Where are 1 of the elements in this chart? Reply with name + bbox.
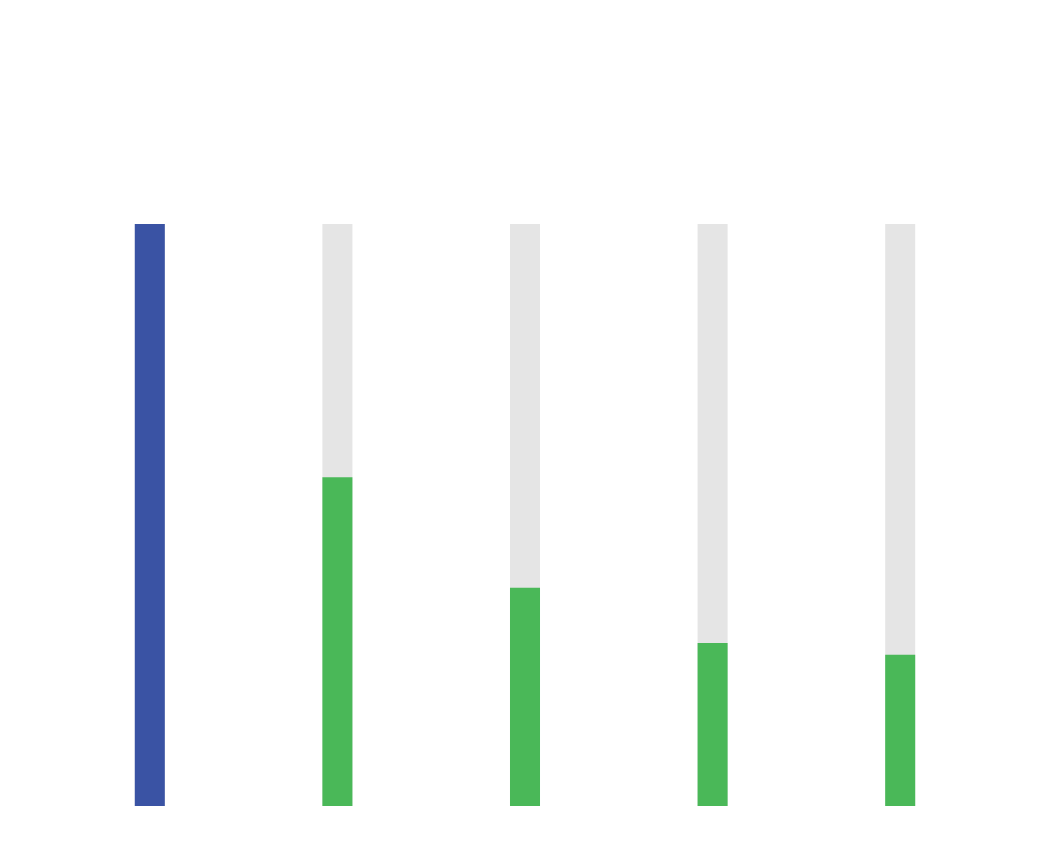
bar xyxy=(697,643,728,806)
